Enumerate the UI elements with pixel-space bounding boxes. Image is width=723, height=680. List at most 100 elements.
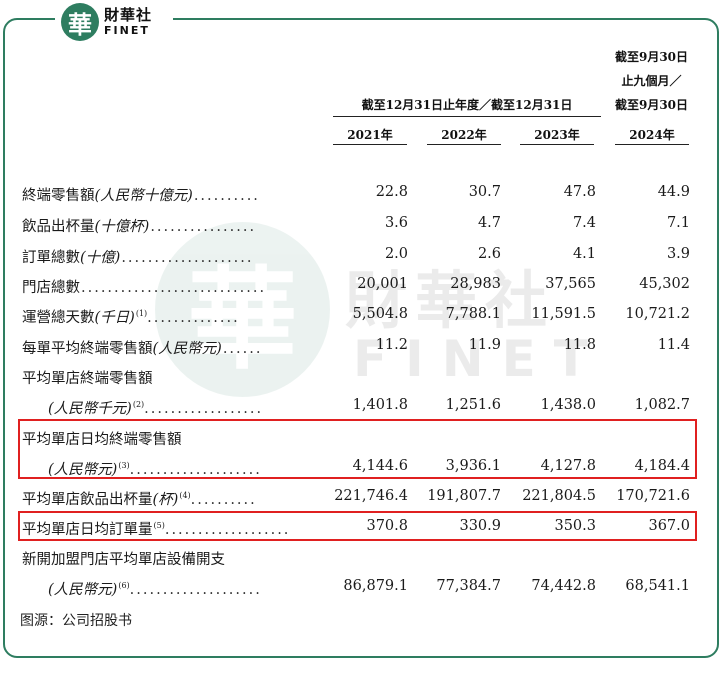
row-unit: (十億): [80, 250, 121, 266]
header-nine-months-line2: 止九個月／: [621, 74, 682, 88]
row-label-text: 終端零售額: [22, 188, 95, 204]
row-unit: (人民幣十億元): [94, 188, 193, 204]
table-cell: 170,721.6: [616, 488, 690, 504]
table-frame: [3, 18, 719, 658]
table-cell: 1,438.0: [540, 397, 596, 413]
table-cell: 28,983: [450, 276, 501, 292]
row-footnote: (3): [118, 461, 130, 471]
table-cell: 3,936.1: [445, 458, 501, 474]
row-label: 平均單店終端零售額: [22, 367, 154, 388]
row-unit: (人民幣千元): [48, 401, 132, 417]
table-cell: 74,442.8: [531, 578, 596, 594]
table-cell: 1,082.7: [634, 397, 690, 413]
table-cell: 221,746.4: [334, 488, 408, 504]
row-unit: (人民幣元): [48, 582, 118, 598]
row-footnote: (2): [132, 400, 145, 410]
table-cell: 191,807.7: [427, 488, 501, 504]
table-cell: 370.8: [366, 518, 408, 534]
table-cell: 11,591.5: [531, 306, 596, 322]
table-cell: 221,804.5: [522, 488, 596, 504]
table-cell: 11.4: [657, 337, 690, 353]
table-cell: 20,001: [357, 276, 408, 292]
row-unit: (十億杯): [94, 219, 150, 235]
row-label: 運營總天數(千日)(1)..............: [22, 306, 240, 327]
highlight-box-daily-retail: [18, 419, 697, 479]
table-cell: 22.8: [375, 184, 408, 200]
source-note: 图源：公司招股书: [20, 613, 132, 629]
row-label-text: 運營總天數: [22, 310, 95, 326]
table-cell: 47.8: [563, 184, 596, 200]
row-label-text: 飲品出杯量: [22, 219, 95, 235]
table-cell: 37,565: [545, 276, 596, 292]
row-dot-leader: ....................: [129, 582, 262, 598]
row-unit: (杯): [152, 492, 179, 508]
row-label-text: 新開加盟門店平均單店設備開支: [22, 552, 225, 568]
header-year-2022: 2022年: [441, 128, 487, 142]
row-label-text: 平均單店日均終端零售額: [22, 432, 182, 448]
row-label: 訂單總數(十億)....................: [22, 246, 254, 267]
row-label-text: 每單平均終端零售額: [22, 341, 153, 357]
table-cell: 11.8: [563, 337, 596, 353]
row-label: 門店總數............................: [22, 276, 266, 297]
table-cell: 367.0: [648, 518, 690, 534]
table-cell: 4,127.8: [540, 458, 596, 474]
logo-english: FINET: [104, 24, 150, 37]
row-label-text: 平均單店終端零售額: [22, 371, 153, 387]
row-footnote: (4): [179, 491, 191, 501]
row-label: 每單平均終端零售額(人民幣元)......: [22, 337, 262, 358]
row-label: 平均單店日均訂單量(5)...................: [22, 518, 290, 539]
table-cell: 77,384.7: [436, 578, 501, 594]
row-label: (人民幣千元)(2)..................: [48, 397, 263, 418]
year-underline-2021: [333, 144, 407, 145]
row-label: 新開加盟門店平均單店設備開支: [22, 548, 226, 569]
row-dot-leader: ................: [150, 219, 257, 235]
year-underline-2024: [615, 144, 689, 145]
row-label: (人民幣元)(3)....................: [48, 458, 262, 479]
row-footnote: (5): [153, 521, 165, 531]
table-cell: 45,302: [639, 276, 690, 292]
table-cell: 44.9: [657, 184, 690, 200]
highlight-box-daily-orders: [18, 511, 697, 541]
table-cell: 2.0: [384, 246, 408, 262]
table-cell: 4.7: [477, 215, 501, 231]
row-unit: (人民幣元): [48, 462, 118, 478]
row-footnote: (1): [135, 309, 148, 319]
finet-logo: 華 財華社 FINET: [55, 0, 173, 44]
header-year-2023: 2023年: [534, 128, 580, 142]
header-nine-months-line3: 截至9月30日: [614, 98, 689, 112]
row-dot-leader: ....................: [129, 462, 262, 478]
table-cell: 350.3: [554, 518, 596, 534]
row-unit: (千日): [94, 310, 135, 326]
row-dot-leader: ..............: [147, 310, 240, 326]
row-label-text: 訂單總數: [22, 250, 80, 266]
header-annual-group: 截至12月31日止年度／截至12月31日: [361, 98, 573, 112]
table-cell: 11.9: [468, 337, 501, 353]
row-label: 平均單店日均終端零售額: [22, 428, 183, 449]
table-cell: 330.9: [459, 518, 501, 534]
row-label: (人民幣元)(6)....................: [48, 578, 262, 599]
row-footnote: (6): [118, 581, 130, 591]
year-underline-2022: [427, 144, 501, 145]
year-underline-2023: [520, 144, 594, 145]
table-cell: 30.7: [468, 184, 501, 200]
row-dot-leader: ....................: [121, 250, 254, 266]
logo-text: 財華社 FINET: [104, 6, 153, 37]
table-cell: 10,721.2: [625, 306, 690, 322]
header-group-underline: [333, 116, 601, 117]
header-year-2021: 2021年: [347, 128, 393, 142]
table-cell: 1,251.6: [445, 397, 501, 413]
table-cell: 4,144.6: [352, 458, 408, 474]
row-dot-leader: ............................: [81, 280, 267, 296]
table-cell: 68,541.1: [625, 578, 690, 594]
header-year-2024: 2024年: [629, 128, 675, 142]
row-label-text: 門店總數: [22, 280, 80, 296]
table-cell: 7.1: [666, 215, 690, 231]
logo-chinese: 財華社: [104, 6, 153, 24]
table-cell: 3.9: [666, 246, 690, 262]
table-cell: 5,504.8: [352, 306, 408, 322]
row-dot-leader: ..........: [193, 188, 260, 204]
header-nine-months-line1: 截至9月30日: [614, 50, 689, 64]
row-label-text: 平均單店日均訂單量: [22, 522, 153, 538]
row-dot-leader: ...................: [164, 522, 291, 538]
table-cell: 1,401.8: [352, 397, 408, 413]
